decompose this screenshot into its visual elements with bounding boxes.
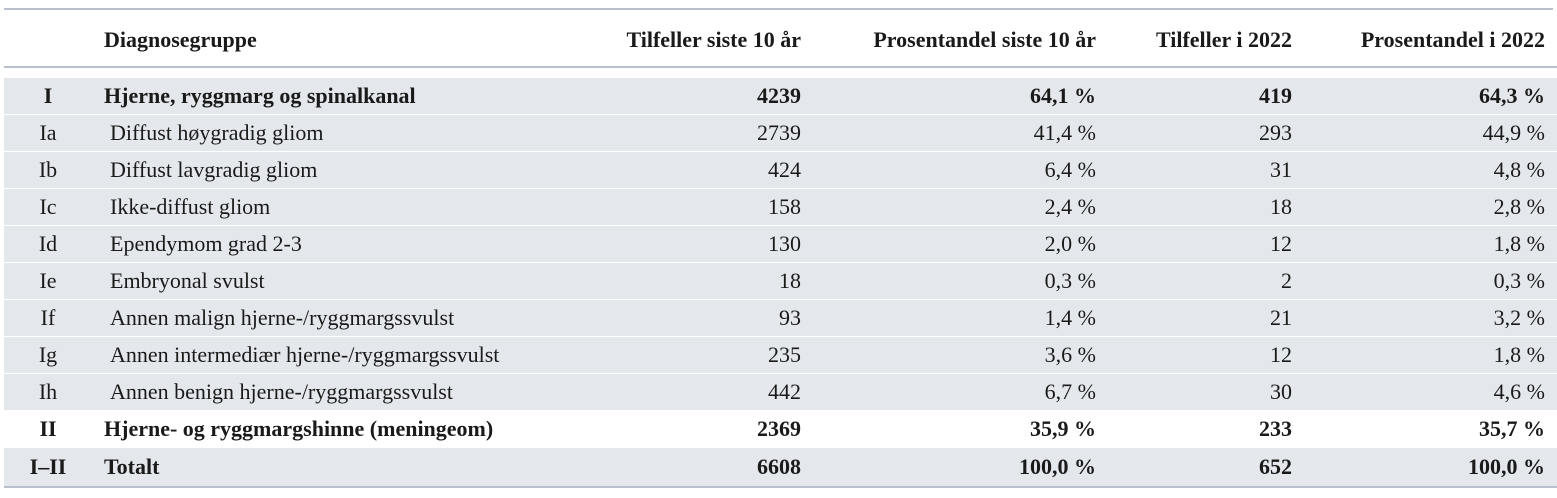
row-code: Id <box>4 225 92 263</box>
row-cases-10y: 235 <box>572 336 801 374</box>
row-code: Ig <box>4 336 92 374</box>
row-pct-2022: 0,3 % <box>1292 262 1557 300</box>
row-pct-2022: 1,8 % <box>1292 225 1557 263</box>
top-rule <box>4 8 1553 10</box>
row-pct-2022: 3,2 % <box>1292 299 1557 337</box>
row-code: Ih <box>4 373 92 411</box>
row-code: II <box>4 410 92 448</box>
row-pct-10y: 6,7 % <box>801 373 1096 411</box>
row-pct-10y: 1,4 % <box>801 299 1096 337</box>
row-cases-2022: 12 <box>1096 225 1292 263</box>
row-pct-10y: 2,0 % <box>801 225 1096 263</box>
row-code: I <box>4 78 92 115</box>
table-row: Ig Annen intermediær hjerne-/ryggmargssv… <box>4 336 1557 374</box>
row-cases-2022: 18 <box>1096 188 1292 226</box>
row-cases-10y: 18 <box>572 262 801 300</box>
row-cases-10y: 130 <box>572 225 801 263</box>
row-pct-10y: 2,4 % <box>801 188 1096 226</box>
table-row: Ib Diffust lavgradig gliom 424 6,4 % 31 … <box>4 151 1557 189</box>
header-spacer <box>4 67 1557 78</box>
row-code: Ie <box>4 262 92 300</box>
row-cases-10y: 6608 <box>572 447 801 488</box>
row-cases-2022: 652 <box>1096 447 1292 488</box>
row-cases-2022: 31 <box>1096 151 1292 189</box>
row-code: Ib <box>4 151 92 189</box>
row-group: Hjerne- og ryggmargshinne (meningeom) <box>92 410 572 448</box>
table-row: Ia Diffust høygradig gliom 2739 41,4 % 2… <box>4 114 1557 152</box>
row-cases-10y: 424 <box>572 151 801 189</box>
row-code: I–II <box>4 447 92 488</box>
spacer-cell <box>4 67 1557 78</box>
row-cases-10y: 4239 <box>572 78 801 115</box>
row-cases-2022: 293 <box>1096 114 1292 152</box>
row-cases-10y: 93 <box>572 299 801 337</box>
header-group: Diagnosegruppe <box>104 27 257 52</box>
row-group: Embryonal svulst <box>92 262 572 300</box>
table-row: Ic Ikke-diffust gliom 158 2,4 % 18 2,8 % <box>4 188 1557 226</box>
row-pct-2022: 100,0 % <box>1292 447 1557 488</box>
row-pct-2022: 2,8 % <box>1292 188 1557 226</box>
row-cases-10y: 442 <box>572 373 801 411</box>
row-pct-2022: 44,9 % <box>1292 114 1557 152</box>
row-pct-10y: 100,0 % <box>801 447 1096 488</box>
header-cases-2022: Tilfeller i 2022 <box>1155 27 1292 52</box>
row-cases-2022: 12 <box>1096 336 1292 374</box>
row-cases-2022: 233 <box>1096 410 1292 448</box>
table-row: Ie Embryonal svulst 18 0,3 % 2 0,3 % <box>4 262 1557 300</box>
row-cases-10y: 2369 <box>572 410 801 448</box>
row-group: Hjerne, ryggmarg og spinalkanal <box>92 78 572 115</box>
row-code: Ic <box>4 188 92 226</box>
row-pct-10y: 3,6 % <box>801 336 1096 374</box>
row-group: Totalt <box>92 447 572 488</box>
row-pct-2022: 35,7 % <box>1292 410 1557 448</box>
row-pct-10y: 0,3 % <box>801 262 1096 300</box>
row-cases-10y: 2739 <box>572 114 801 152</box>
table-row: Id Ependymom grad 2-3 130 2,0 % 12 1,8 % <box>4 225 1557 263</box>
table-row: If Annen malign hjerne-/ryggmargssvulst … <box>4 299 1557 337</box>
table-row-group-I: I Hjerne, ryggmarg og spinalkanal 4239 6… <box>4 78 1557 115</box>
row-cases-2022: 2 <box>1096 262 1292 300</box>
row-pct-2022: 4,6 % <box>1292 373 1557 411</box>
row-code: If <box>4 299 92 337</box>
header-cases-10y: Tilfeller siste 10 år <box>626 27 801 52</box>
header-code <box>4 14 92 67</box>
row-pct-10y: 64,1 % <box>801 78 1096 115</box>
row-group: Annen malign hjerne-/ryggmargssvulst <box>92 299 572 337</box>
row-group: Ikke-diffust gliom <box>92 188 572 226</box>
table-header-row: Diagnosegruppe Tilfeller siste 10 år Pro… <box>4 14 1557 67</box>
row-pct-10y: 35,9 % <box>801 410 1096 448</box>
row-group: Annen intermediær hjerne-/ryggmargssvuls… <box>92 336 572 374</box>
row-pct-10y: 6,4 % <box>801 151 1096 189</box>
row-group: Annen benign hjerne-/ryggmargssvulst <box>92 373 572 411</box>
row-pct-2022: 1,8 % <box>1292 336 1557 374</box>
row-pct-10y: 41,4 % <box>801 114 1096 152</box>
row-cases-2022: 30 <box>1096 373 1292 411</box>
row-group: Diffust høygradig gliom <box>92 114 572 152</box>
row-group: Diffust lavgradig gliom <box>92 151 572 189</box>
header-pct-10y: Prosentandel siste 10 år <box>873 27 1096 52</box>
row-cases-2022: 419 <box>1096 78 1292 115</box>
row-cases-10y: 158 <box>572 188 801 226</box>
row-code: Ia <box>4 114 92 152</box>
row-pct-2022: 64,3 % <box>1292 78 1557 115</box>
row-group: Ependymom grad 2-3 <box>92 225 572 263</box>
table-row: Ih Annen benign hjerne-/ryggmargssvulst … <box>4 373 1557 411</box>
diagnosis-table: Diagnosegruppe Tilfeller siste 10 år Pro… <box>4 14 1557 488</box>
table-row-group-II: II Hjerne- og ryggmargshinne (meningeom)… <box>4 410 1557 448</box>
row-cases-2022: 21 <box>1096 299 1292 337</box>
header-pct-2022: Prosentandel i 2022 <box>1360 27 1545 52</box>
table-row-total: I–II Totalt 6608 100,0 % 652 100,0 % <box>4 447 1557 488</box>
row-pct-2022: 4,8 % <box>1292 151 1557 189</box>
